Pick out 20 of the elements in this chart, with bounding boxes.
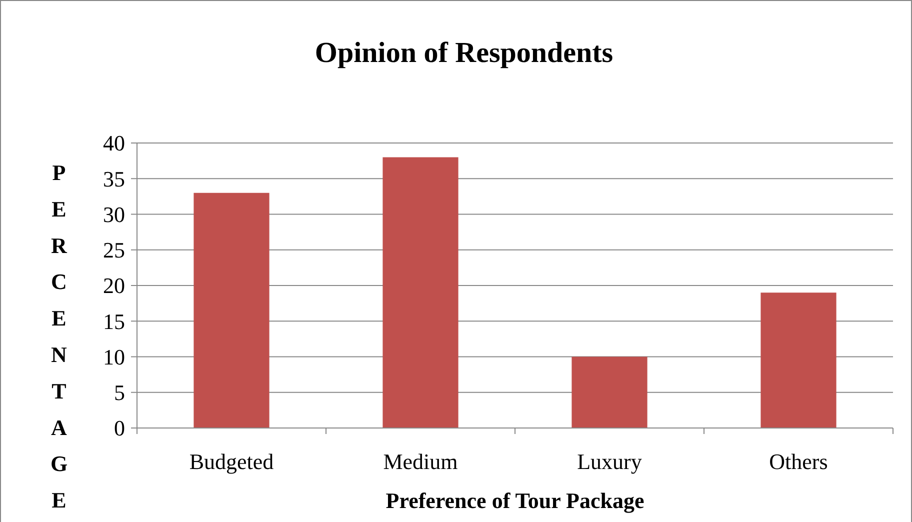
y-tick-label: 10	[103, 344, 125, 370]
x-tick-label: Luxury	[577, 449, 642, 474]
y-tick-label: 5	[114, 380, 125, 406]
text: PERCENTAGE	[50, 160, 68, 513]
bar	[194, 192, 270, 428]
y-tick-label: 35	[103, 166, 125, 192]
x-tick-label: Others	[769, 449, 828, 474]
y-tick-label: 25	[103, 238, 125, 263]
y-tick-label: 20	[103, 273, 125, 298]
bar	[382, 157, 458, 428]
x-tick-label: Budgeted	[189, 449, 274, 474]
x-tick-label: Medium	[383, 449, 458, 474]
chart-title: Opinion of Respondents	[314, 37, 614, 69]
bar	[760, 292, 836, 428]
y-tick-label: 15	[103, 308, 125, 334]
y-tick-label: 40	[103, 130, 125, 156]
y-tick-label: 0	[114, 416, 125, 441]
bar	[572, 356, 648, 428]
x-axis-title: Preference of Tour Package	[386, 488, 644, 513]
y-tick-label: 30	[103, 202, 125, 227]
